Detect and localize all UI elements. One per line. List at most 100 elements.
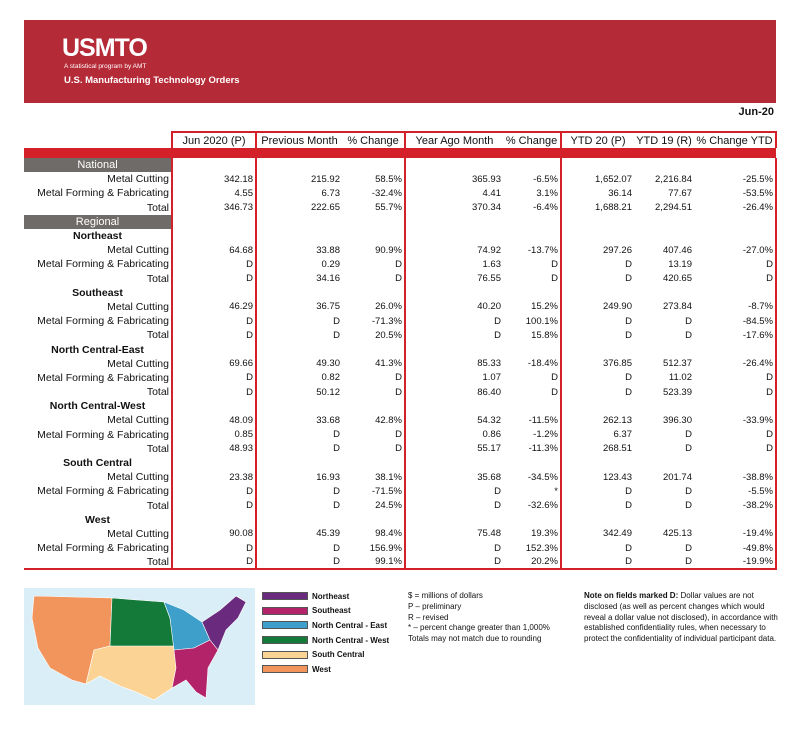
region-header-row: Southeast: [24, 285, 777, 300]
table-cell: -38.8%: [694, 470, 777, 485]
row-label: Total: [146, 329, 169, 342]
table-cell: [342, 342, 406, 357]
legend-item: Northeast: [262, 589, 389, 604]
table-cell: 74.92: [404, 243, 503, 258]
table-cell: [342, 512, 406, 527]
table-cell: 342.18: [171, 172, 257, 187]
table-cell: -25.5%: [694, 172, 777, 187]
section-header-row: Regional: [24, 214, 777, 229]
row-label: Total: [146, 386, 169, 399]
table-header-row: Jun 2020 (P) Previous Month% Change Year A…: [24, 131, 777, 148]
row-label: Southeast: [72, 286, 123, 299]
table-cell: 36.14: [560, 186, 634, 201]
table-cell: 249.90: [560, 299, 634, 315]
table-row: Metal Cutting 69.66 49.30 41.3% 85.33 -18.4% 3…: [24, 356, 777, 371]
table-cell: D: [255, 541, 342, 556]
row-label: Total: [146, 272, 169, 285]
table-cell: D: [694, 427, 777, 442]
table-cell: [171, 228, 257, 244]
band-cell: [694, 148, 776, 158]
table-cell: D: [694, 271, 777, 286]
note-line: $ = millions of dollars: [408, 591, 483, 600]
table-cell: -38.2%: [694, 498, 777, 513]
table-cell: 54.32: [404, 413, 503, 428]
row-label: North Central-East: [51, 343, 144, 356]
row-label: Total: [146, 442, 169, 455]
table-cell: [634, 215, 694, 229]
table-cell: 90.08: [171, 526, 257, 542]
table-row: Metal Cutting 48.09 33.68 42.8% 54.32 -11.5% 2…: [24, 413, 777, 428]
table-cell: 45.39: [255, 526, 342, 542]
row-label: Northeast: [72, 230, 122, 243]
table-cell: -5.5%: [694, 484, 777, 499]
table-cell: 156.9%: [342, 541, 406, 556]
table-cell: D: [171, 314, 257, 329]
table-cell: [503, 158, 562, 173]
legend-item: South Central: [262, 647, 389, 662]
table-cell: 55.7%: [342, 200, 406, 215]
table-cell: [404, 512, 503, 527]
table-cell: 55.17: [404, 441, 503, 456]
table-cell: 123.43: [560, 470, 634, 485]
table-cell: D: [503, 385, 562, 400]
table-cell: [171, 342, 257, 357]
row-label: Regional: [24, 214, 172, 229]
table-cell: 201.74: [662, 471, 692, 483]
table-cell: [503, 285, 562, 300]
table-cell: 2,294.51: [655, 202, 692, 214]
table-cell: 6.73: [255, 186, 342, 201]
table-cell: -33.9%: [694, 413, 777, 428]
table-cell: -26.4%: [694, 200, 777, 215]
section-header-row: National: [24, 158, 777, 173]
table-cell: [503, 399, 562, 414]
table-cell: [255, 228, 342, 244]
table-cell: 40.20: [404, 299, 503, 315]
row-label: Metal Forming & Fabricating: [37, 258, 169, 271]
table-cell: D: [171, 498, 257, 513]
table-cell: 0.82: [255, 370, 342, 385]
table-cell: 376.85: [560, 356, 634, 371]
column-header: % Change: [503, 131, 562, 148]
table-cell: 222.65: [255, 200, 342, 215]
table-cell: D: [404, 498, 503, 513]
column-header: Year Ago Month: [404, 131, 503, 148]
row-label: Metal Forming & Fabricating: [37, 371, 169, 384]
table-row: Metal Cutting 64.68 33.88 90.9% 74.92 -13.7% 2…: [24, 243, 777, 258]
legend-label: North Central - East: [312, 620, 388, 630]
table-cell: -34.5%: [503, 470, 562, 485]
table-cell: D: [694, 370, 777, 385]
table-cell: 85.33: [404, 356, 503, 371]
table-cell: [560, 228, 634, 244]
table-cell: 42.8%: [342, 413, 406, 428]
row-label: South Central: [63, 457, 132, 470]
table-cell: 365.93: [404, 172, 503, 187]
map-region-southeast: [171, 639, 219, 699]
table-cell: [634, 286, 694, 300]
table-cell: 0.85: [171, 427, 257, 442]
table-cell: 100.1%: [503, 314, 562, 329]
band-cell: [634, 148, 694, 158]
row-label: Metal Cutting: [107, 414, 169, 427]
table-cell: 523.39: [662, 386, 692, 398]
table-cell: D: [560, 370, 634, 385]
table-cell: -19.4%: [694, 526, 777, 542]
table-cell: *: [503, 484, 562, 499]
table-cell: 396.30: [662, 414, 692, 426]
table-cell: D: [255, 328, 342, 343]
table-cell: -17.6%: [694, 328, 777, 343]
table-cell: D: [255, 427, 342, 442]
table-cell: D: [342, 427, 406, 442]
table-cell: D: [171, 385, 257, 400]
table-cell: D: [342, 385, 406, 400]
table-cell: D: [685, 443, 692, 455]
region-header-row: South Central: [24, 455, 777, 471]
table-cell: 152.3%: [503, 541, 562, 556]
table-cell: D: [171, 328, 257, 343]
note-line: * – percent change greater than 1,000%: [408, 623, 550, 633]
table-cell: [171, 285, 257, 300]
table-cell: 15.2%: [503, 299, 562, 315]
band-cell: [172, 148, 256, 158]
table-cell: 0.29: [255, 257, 342, 272]
table-cell: D: [560, 555, 634, 571]
row-label: Metal Forming & Fabricating: [37, 428, 169, 441]
